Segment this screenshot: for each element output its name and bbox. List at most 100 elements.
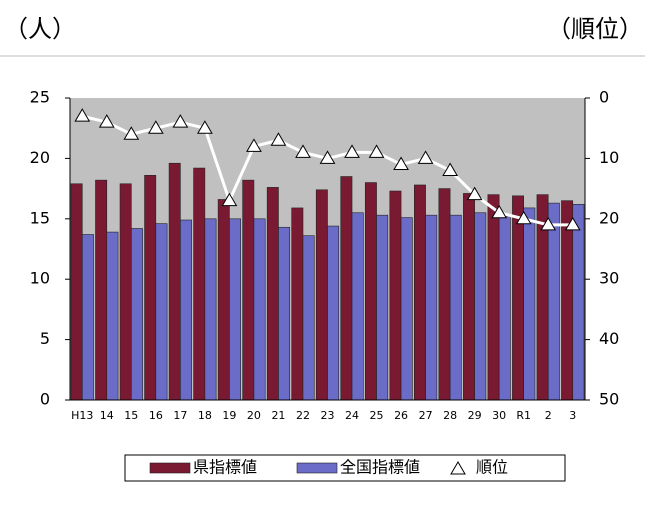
marker [515, 210, 532, 225]
x-tick-label: 16 [149, 409, 163, 422]
bar [180, 219, 192, 401]
x-tick-label: 23 [321, 409, 335, 422]
bar [498, 216, 511, 401]
legend-swatch [149, 462, 191, 474]
bar [340, 176, 353, 401]
x-tick-label: 26 [394, 409, 408, 422]
bar [291, 207, 304, 401]
marker [270, 132, 287, 146]
marker [319, 150, 336, 164]
bar [242, 179, 255, 401]
x-tick-label: 20 [247, 409, 261, 422]
marker [466, 186, 483, 201]
bar [438, 188, 451, 401]
y-axis-label: （人） [4, 15, 76, 43]
bar [512, 195, 524, 401]
bar [474, 212, 487, 401]
y-tick-label: 5 [40, 329, 50, 348]
bar [547, 202, 560, 401]
x-tick-label: R1 [516, 409, 531, 422]
marker [172, 114, 189, 128]
marker [147, 120, 164, 134]
bar [351, 212, 364, 401]
y-tick-label: 20 [30, 148, 50, 167]
x-tick-label: 24 [345, 409, 359, 422]
bar [193, 167, 206, 401]
bar [302, 235, 315, 401]
legend-swatch [296, 462, 338, 474]
bar [315, 189, 328, 401]
bar [523, 207, 536, 401]
x-tick-label: 21 [271, 409, 285, 422]
bar [131, 228, 143, 401]
x-tick-label: 25 [370, 409, 384, 422]
marker [246, 138, 262, 152]
marker [564, 216, 581, 231]
y-tick-label: 0 [40, 390, 50, 409]
marker [295, 144, 311, 158]
bar [155, 223, 168, 401]
marker [540, 216, 557, 231]
x-tick-label: H13 [71, 409, 93, 422]
bar [376, 214, 389, 401]
marker [98, 114, 115, 128]
x-tick-label: 17 [173, 409, 187, 422]
x-tick-label: 22 [296, 409, 310, 422]
bar [119, 183, 132, 401]
legend [124, 454, 566, 482]
bar [327, 225, 340, 401]
y-tick-label: 15 [30, 208, 50, 227]
y2-tick-label: 20 [599, 208, 619, 227]
x-tick-label: 2 [545, 409, 552, 422]
legend-label: 全国指標値 [340, 458, 420, 477]
marker [442, 162, 458, 176]
marker [74, 108, 91, 122]
bar [389, 190, 402, 401]
marker [417, 150, 434, 164]
bar [400, 217, 413, 401]
bar [364, 182, 377, 401]
bar [168, 162, 181, 401]
bar [81, 234, 94, 401]
x-tick-label: 3 [569, 409, 576, 422]
marker [491, 204, 508, 219]
bar [266, 187, 279, 401]
x-tick-label: 28 [443, 409, 457, 422]
marker [197, 120, 213, 134]
bar [70, 183, 83, 401]
bar [144, 175, 157, 401]
y2-axis-label: （順位） [547, 15, 643, 43]
x-tick-label: 19 [222, 409, 236, 422]
bar [217, 199, 230, 401]
y2-tick-label: 50 [599, 390, 619, 409]
y-tick-label: 10 [30, 269, 50, 288]
bar [425, 214, 438, 401]
y2-tick-label: 0 [599, 88, 609, 107]
marker [393, 156, 409, 170]
bar [229, 218, 241, 401]
y2-tick-label: 30 [599, 269, 619, 288]
bar [278, 226, 291, 401]
bar [561, 200, 574, 401]
x-tick-label: 15 [124, 409, 138, 422]
bar [449, 214, 462, 401]
marker [344, 144, 360, 158]
bar [572, 204, 585, 401]
bar [487, 194, 500, 401]
bar [414, 184, 426, 401]
bar [106, 231, 119, 401]
legend-label: 順位 [476, 458, 508, 477]
bar [204, 218, 217, 401]
marker [368, 144, 385, 158]
y-tick-label: 25 [30, 88, 50, 107]
marker [221, 192, 238, 207]
y2-tick-label: 10 [599, 148, 619, 167]
legend-label: 県指標値 [193, 458, 257, 477]
x-tick-label: 18 [198, 409, 212, 422]
bar [463, 193, 475, 401]
legend-swatch [450, 461, 466, 475]
x-tick-label: 29 [468, 409, 482, 422]
y2-tick-label: 40 [599, 329, 619, 348]
bar [95, 179, 108, 401]
